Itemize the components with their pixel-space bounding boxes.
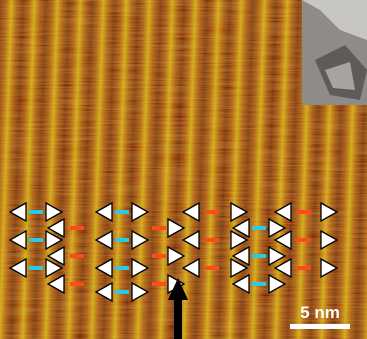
dash [297, 238, 311, 242]
dash [252, 282, 266, 286]
dash [152, 226, 166, 230]
dash [115, 210, 129, 214]
dash [29, 238, 43, 242]
dash [252, 226, 266, 230]
dash [29, 210, 43, 214]
dash [29, 266, 43, 270]
dash [152, 282, 166, 286]
inset-photo [302, 0, 367, 105]
dash [252, 254, 266, 258]
dash [115, 266, 129, 270]
dash [297, 266, 311, 270]
dash [70, 226, 84, 230]
scale-bar [290, 324, 350, 329]
dash [205, 238, 219, 242]
scale-bar-label: 5 nm [300, 303, 340, 322]
dash [70, 282, 84, 286]
dash [205, 266, 219, 270]
dash [115, 290, 129, 294]
dash [152, 254, 166, 258]
page: 5 nm (() => { const data = JSON.parse(do… [0, 0, 367, 339]
dash [70, 254, 84, 258]
stm-image: 5 nm [0, 0, 367, 339]
dash [115, 238, 129, 242]
dash [205, 210, 219, 214]
dash [297, 210, 311, 214]
